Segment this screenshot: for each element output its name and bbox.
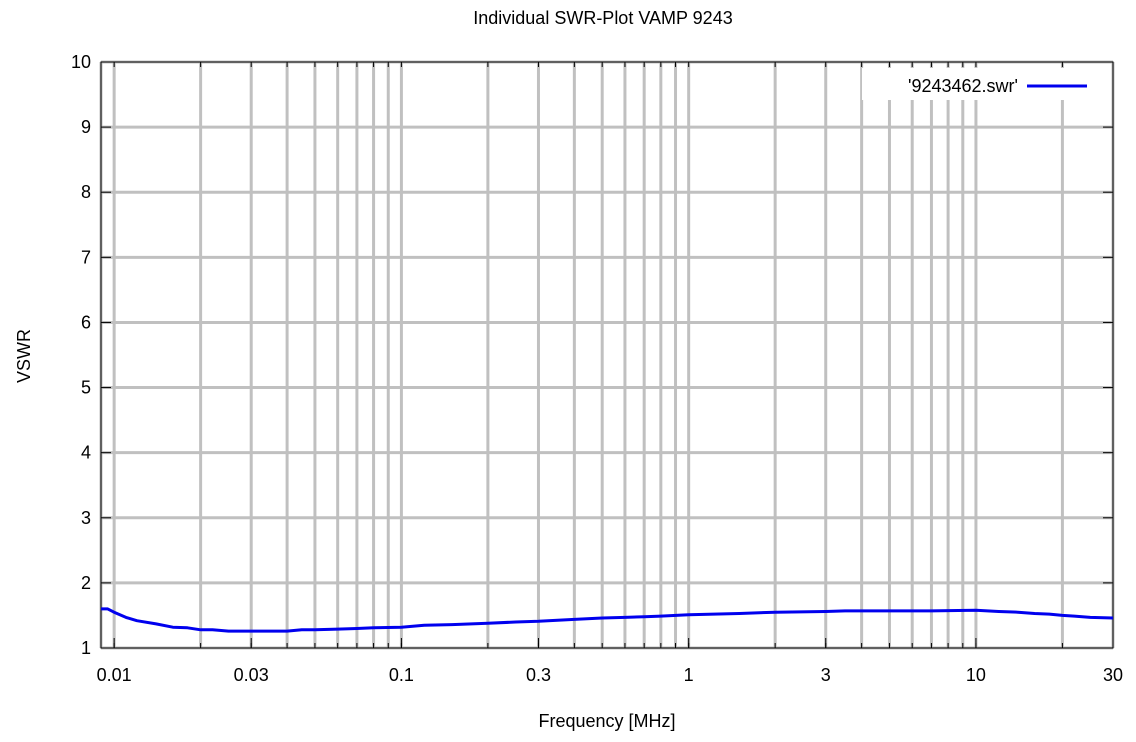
chart-title: Individual SWR-Plot VAMP 9243 [473, 8, 732, 28]
x-tick-label: 1 [684, 665, 694, 685]
series-line [101, 607, 1114, 633]
x-tick-label: 0.1 [389, 665, 414, 685]
x-tick-label: 0.01 [97, 665, 132, 685]
x-tick-label: 10 [966, 665, 986, 685]
y-tick-label: 5 [81, 378, 91, 398]
series-layer [101, 607, 1114, 633]
plot-border [100, 61, 1114, 649]
legend-label: '9243462.swr' [908, 76, 1018, 96]
legend-background [862, 68, 1102, 100]
x-axis-title: Frequency [MHz] [538, 711, 675, 731]
plot-frame [100, 61, 1114, 649]
x-tick-label: 30 [1103, 665, 1123, 685]
x-tick-label: 0.03 [234, 665, 269, 685]
x-tick-label: 3 [821, 665, 831, 685]
y-tick-label: 1 [81, 638, 91, 658]
y-axis-ticks: 1 2 3 4 5 6 7 8 9 10 [71, 52, 1113, 658]
y-tick-label: 9 [81, 117, 91, 137]
x-axis-ticks: 0.01 0.03 0.1 0.3 1 3 10 30 [97, 62, 1123, 685]
y-tick-label: 6 [81, 312, 91, 332]
y-tick-label: 4 [81, 443, 91, 463]
y-tick-label: 7 [81, 247, 91, 267]
y-tick-label: 10 [71, 52, 91, 72]
x-tick-label: 0.3 [526, 665, 551, 685]
y-axis-title: VSWR [14, 329, 34, 383]
y-tick-label: 2 [81, 573, 91, 593]
y-tick-label: 8 [81, 182, 91, 202]
legend: '9243462.swr' [862, 68, 1102, 100]
y-tick-label: 3 [81, 508, 91, 528]
